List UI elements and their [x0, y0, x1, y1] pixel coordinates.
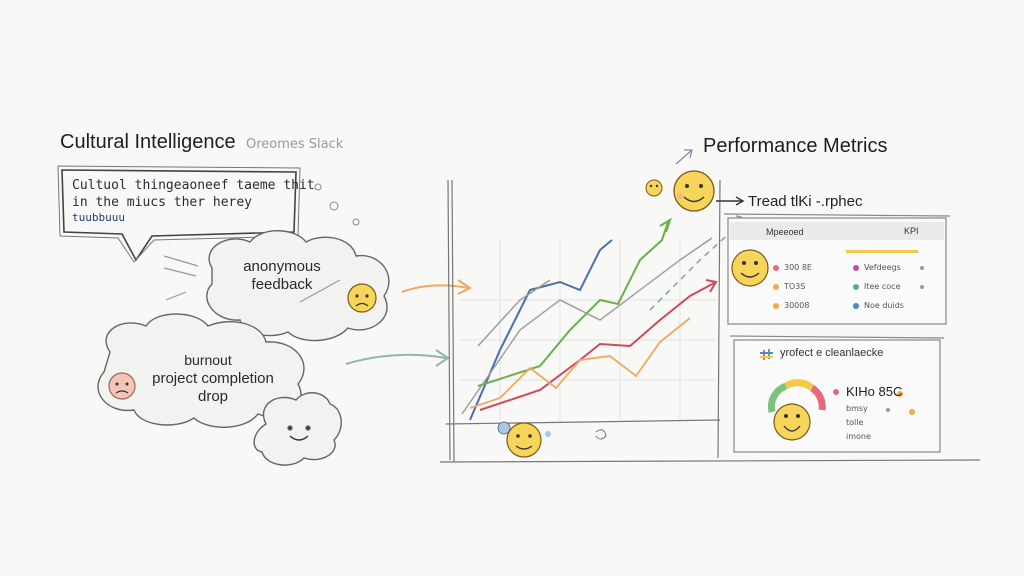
source-subtitle: Oreomes Slack: [246, 137, 344, 152]
feedback-panel-headline: KIHo 85C: [846, 384, 903, 399]
small-emoji-top: [645, 179, 663, 197]
feedback-emoji-face: [773, 403, 811, 441]
kpi-panel-header-right: KPI: [904, 226, 919, 236]
trend-line-gray: [461, 237, 713, 415]
happy-emoji-face: [673, 170, 715, 212]
kpi-row-2-right: Itee coce: [864, 282, 901, 291]
kpi-panel-header-bar: [730, 222, 944, 253]
arrow-to-trend-label: [716, 196, 745, 206]
arrow-burnout-to-chart: [345, 349, 450, 367]
trend-line-red: [479, 279, 718, 411]
feedback-row-1: bmsy: [846, 404, 868, 413]
chart-grid: [460, 240, 716, 420]
feedback-row-dots: [833, 389, 915, 415]
cloud-feedback-line-1: anonymous: [243, 258, 321, 275]
kpi-row-1-left: 300 8E: [784, 263, 812, 272]
speech-bubble-line-3: tuubbuuu: [72, 211, 125, 224]
kpi-panel-header-left: Mpeeoed: [766, 227, 804, 237]
feedback-row-3: imone: [846, 432, 871, 441]
cloud-burnout-line-1: burnout: [184, 352, 232, 368]
cloud-burnout-line-2: project completion: [152, 370, 274, 387]
trend-line-orange: [469, 317, 691, 409]
slack-hash-icon: [760, 349, 773, 360]
kpi-row-2-left: TO3S: [784, 282, 806, 291]
kpi-row-3-left: 30008: [784, 301, 810, 310]
emoji-cluster-bottom: [497, 421, 607, 458]
kpi-row-1-right: Vefdeegs: [864, 263, 901, 272]
kpi-emoji-face: [731, 249, 769, 287]
small-arrow-top: [675, 149, 693, 165]
trend-line-blue: [469, 239, 613, 421]
feedback-row-2: tolle: [846, 418, 864, 427]
performance-metrics-title: Performance Metrics: [703, 135, 888, 157]
chart-frame: [439, 179, 981, 463]
arrow-feedback-to-chart: [401, 279, 472, 295]
cloud-feedback-line-2: feedback: [251, 276, 313, 293]
scribble-strokes: [163, 255, 341, 303]
kpi-row-dots: [773, 265, 924, 309]
speech-bubble-line-1: Cultuol thingeaoneef taeme thit: [72, 178, 315, 193]
cultural-intelligence-title: Cultural Intelligence: [60, 131, 236, 153]
speech-bubble-line-2: in the miucs ther herey: [72, 195, 253, 210]
speech-bubble: [57, 165, 301, 263]
feedback-panel-title: yrofect e cleanlaecke: [780, 347, 884, 359]
cloud-burnout-shape: [97, 313, 305, 428]
feedback-gauge: [767, 379, 826, 413]
cloud-burnout-line-3: drop: [197, 388, 229, 405]
trend-line-green: [477, 217, 672, 387]
cloud-face-shape: [253, 392, 342, 466]
sad-emoji-face: [108, 372, 136, 400]
doodle-circles: [314, 183, 360, 226]
trend-label: Tread tlKi -.rphec: [748, 193, 863, 210]
kpi-row-3-right: Noe duids: [864, 301, 904, 310]
worried-emoji-face: [347, 283, 377, 313]
